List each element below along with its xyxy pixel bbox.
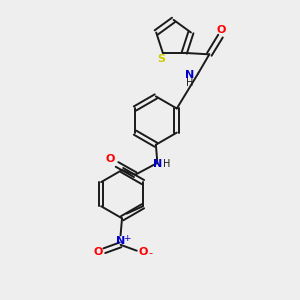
Text: S: S <box>158 54 165 64</box>
Text: H: H <box>186 78 194 88</box>
Text: O: O <box>216 25 226 34</box>
Text: O: O <box>93 247 103 257</box>
Text: N: N <box>153 159 163 170</box>
Text: O: O <box>139 247 148 257</box>
Text: +: + <box>123 234 131 243</box>
Text: -: - <box>149 248 153 258</box>
Text: N: N <box>116 236 125 246</box>
Text: H: H <box>163 159 170 170</box>
Text: N: N <box>185 70 194 80</box>
Text: O: O <box>106 154 115 164</box>
